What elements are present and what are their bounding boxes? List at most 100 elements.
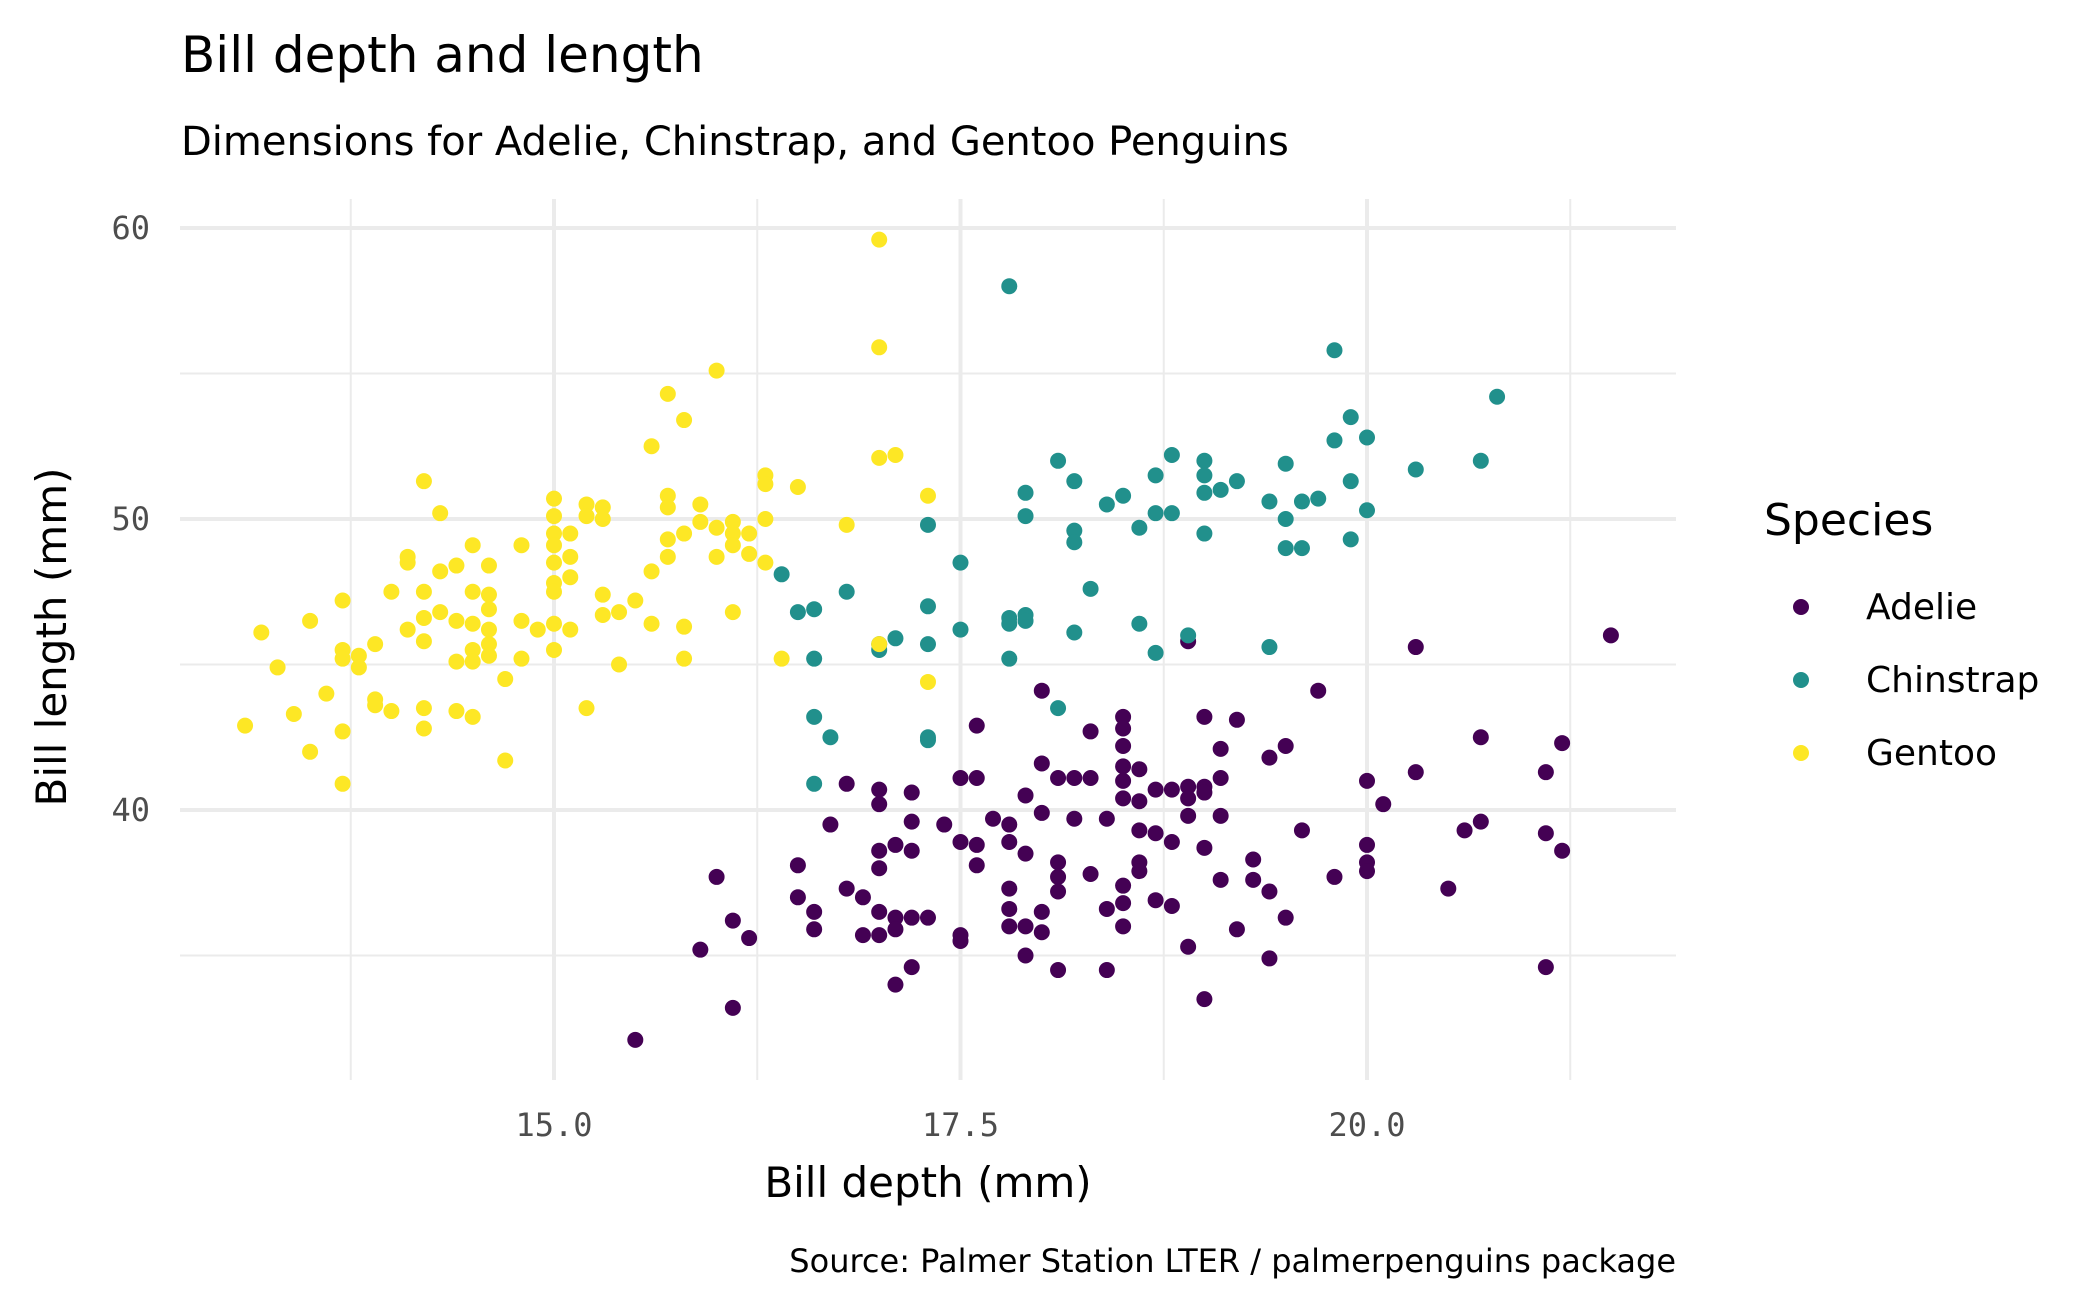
point-adelie <box>1082 866 1099 883</box>
legend-key-chinstrap <box>1793 672 1809 688</box>
point-adelie <box>1001 918 1018 935</box>
point-adelie <box>1001 834 1018 851</box>
tick-labels: 15.0 17.5 20.0 40 50 60 <box>111 209 1405 1144</box>
data-points <box>237 231 1619 1048</box>
point-gentoo <box>546 554 562 571</box>
point-gentoo <box>334 775 351 792</box>
point-gentoo <box>546 615 562 632</box>
point-adelie <box>887 921 904 938</box>
point-gentoo <box>350 659 367 676</box>
point-adelie <box>1050 868 1067 885</box>
point-gentoo <box>741 545 758 562</box>
point-gentoo <box>464 641 481 658</box>
point-adelie <box>1277 909 1294 926</box>
point-gentoo <box>578 700 595 717</box>
series-chinstrap <box>773 278 1506 792</box>
legend-key-adelie <box>1793 599 1809 615</box>
point-chinstrap <box>1180 627 1197 644</box>
point-adelie <box>871 781 888 798</box>
point-adelie <box>871 842 888 859</box>
point-adelie <box>806 921 823 938</box>
legend-title: Species <box>1764 495 1933 546</box>
point-adelie <box>1050 769 1067 786</box>
point-adelie <box>968 836 985 853</box>
point-chinstrap <box>838 583 855 600</box>
point-gentoo <box>513 537 530 554</box>
point-adelie <box>838 775 855 792</box>
point-chinstrap <box>1147 467 1164 484</box>
point-adelie <box>1537 764 1554 781</box>
point-gentoo <box>480 647 497 664</box>
legend: Species Adelie Chinstrap Gentoo <box>1764 495 2039 774</box>
point-gentoo <box>448 612 465 629</box>
point-adelie <box>903 813 920 830</box>
point-adelie <box>871 860 888 877</box>
point-gentoo <box>871 449 888 466</box>
point-adelie <box>1050 854 1067 871</box>
point-adelie <box>1033 903 1050 920</box>
point-gentoo <box>546 641 562 658</box>
point-adelie <box>741 930 758 947</box>
point-gentoo <box>302 743 319 760</box>
point-gentoo <box>562 621 579 638</box>
point-chinstrap <box>1359 429 1375 446</box>
point-gentoo <box>562 525 579 542</box>
point-adelie <box>1131 863 1148 880</box>
point-chinstrap <box>1228 473 1245 490</box>
point-adelie <box>1196 839 1213 856</box>
point-adelie <box>1554 842 1571 859</box>
point-chinstrap <box>1342 409 1359 426</box>
point-gentoo <box>529 621 546 638</box>
chart-title: Bill depth and length <box>181 26 704 84</box>
point-gentoo <box>497 752 514 769</box>
point-chinstrap <box>822 729 839 746</box>
x-axis-title: Bill depth (mm) <box>764 1158 1091 1207</box>
point-adelie <box>1245 851 1262 868</box>
point-adelie <box>1293 822 1310 839</box>
point-adelie <box>1001 816 1018 833</box>
point-chinstrap <box>789 604 806 621</box>
legend-item-adelie: Adelie <box>1793 587 1977 628</box>
point-adelie <box>1147 825 1164 842</box>
point-adelie <box>1212 807 1229 824</box>
point-chinstrap <box>1066 624 1083 641</box>
point-chinstrap <box>1326 342 1343 359</box>
point-adelie <box>789 889 806 906</box>
point-gentoo <box>919 487 936 504</box>
series-gentoo <box>237 231 936 792</box>
legend-label: Gentoo <box>1866 733 1997 774</box>
point-adelie <box>1017 787 1034 804</box>
x-tick-label: 15.0 <box>515 1106 592 1144</box>
point-adelie <box>692 941 709 958</box>
point-adelie <box>1602 627 1619 644</box>
point-adelie <box>1115 720 1132 737</box>
point-gentoo <box>334 650 351 667</box>
chart-caption: Source: Palmer Station LTER / palmerpeng… <box>789 1242 1676 1280</box>
point-gentoo <box>497 671 514 688</box>
point-gentoo <box>919 673 936 690</box>
point-adelie <box>1359 772 1375 789</box>
point-adelie <box>1228 711 1245 728</box>
point-gentoo <box>334 723 351 740</box>
point-adelie <box>1098 962 1115 979</box>
point-adelie <box>1228 921 1245 938</box>
point-adelie <box>952 769 969 786</box>
point-chinstrap <box>1261 639 1278 656</box>
point-gentoo <box>887 446 904 463</box>
point-adelie <box>1180 938 1197 955</box>
point-chinstrap <box>919 636 936 653</box>
point-gentoo <box>871 636 888 653</box>
point-adelie <box>1147 892 1164 909</box>
point-gentoo <box>578 508 595 525</box>
point-chinstrap <box>1163 446 1180 463</box>
point-gentoo <box>415 720 432 737</box>
point-gentoo <box>643 563 660 580</box>
point-gentoo <box>724 513 741 530</box>
point-chinstrap <box>1001 615 1018 632</box>
point-chinstrap <box>1147 644 1164 661</box>
point-gentoo <box>464 583 481 600</box>
point-adelie <box>903 784 920 801</box>
point-adelie <box>1196 784 1213 801</box>
point-gentoo <box>480 621 497 638</box>
